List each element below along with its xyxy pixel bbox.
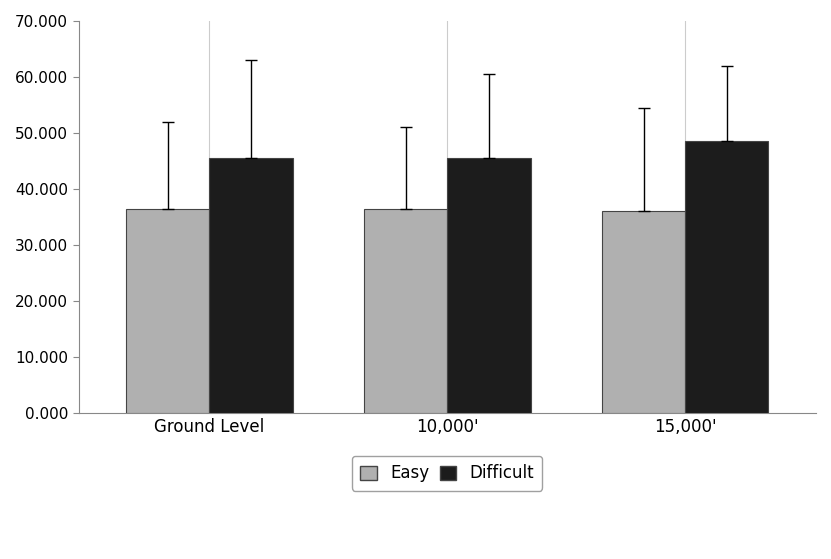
Bar (209, 158, 293, 413)
Legend: Easy, Difficult: Easy, Difficult (352, 456, 543, 491)
Bar (602, 211, 686, 413)
Bar (126, 209, 209, 413)
Bar (447, 158, 530, 413)
Bar (686, 141, 769, 413)
Bar (364, 209, 447, 413)
